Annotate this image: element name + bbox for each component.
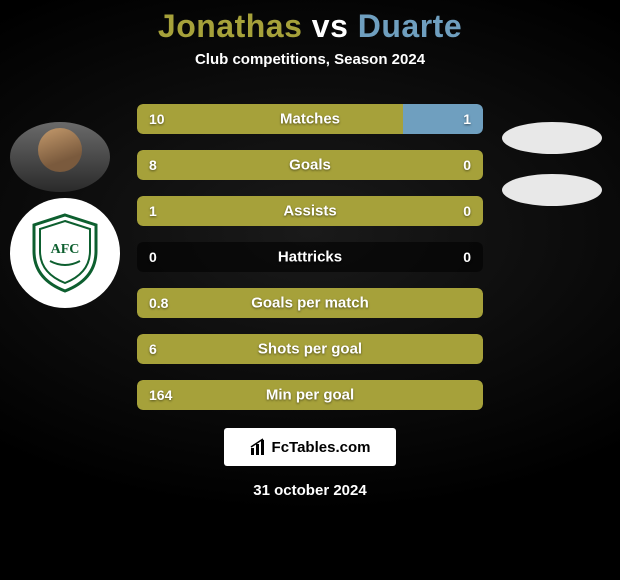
stat-label: Hattricks xyxy=(278,249,342,266)
stat-label: Goals xyxy=(289,157,331,174)
stat-row: 10 1 Matches xyxy=(137,104,483,134)
source-logo-text: FcTables.com xyxy=(272,439,371,456)
stat-label: Goals per match xyxy=(251,295,369,312)
stat-row: 6 Shots per goal xyxy=(137,334,483,364)
title-player-b: Duarte xyxy=(358,8,462,44)
stat-label: Shots per goal xyxy=(258,341,362,358)
stat-value-a: 0.8 xyxy=(149,295,168,311)
stat-value-a: 0 xyxy=(149,249,157,265)
stats-bars: 101Matches80Goals10Assists00Hattricks0.8… xyxy=(137,104,483,410)
stat-row: 0.8 Goals per match xyxy=(137,288,483,318)
stat-label: Assists xyxy=(283,203,336,220)
stat-bar-a xyxy=(137,104,403,134)
title-vs: vs xyxy=(312,8,349,44)
player-a-club-badge: AFC xyxy=(10,198,120,308)
source-logo: FcTables.com xyxy=(224,428,396,466)
stat-value-a: 8 xyxy=(149,157,157,173)
stat-value-b: 0 xyxy=(463,157,471,173)
stat-value-a: 1 xyxy=(149,203,157,219)
stat-value-a: 164 xyxy=(149,387,172,403)
title-player-a: Jonathas xyxy=(158,8,302,44)
stat-value-a: 10 xyxy=(149,111,165,127)
stat-row: 1 0 Assists xyxy=(137,196,483,226)
chart-icon xyxy=(250,438,268,456)
date-text: 31 october 2024 xyxy=(0,482,620,499)
stat-value-a: 6 xyxy=(149,341,157,357)
stat-value-b: 0 xyxy=(463,249,471,265)
svg-text:AFC: AFC xyxy=(51,242,80,257)
stat-label: Matches xyxy=(280,111,340,128)
stat-row: 164 Min per goal xyxy=(137,380,483,410)
stat-row: 8 0 Goals xyxy=(137,150,483,180)
stat-label: Min per goal xyxy=(266,387,354,404)
player-b-photo xyxy=(502,122,602,154)
subtitle: Club competitions, Season 2024 xyxy=(0,51,620,68)
page-title: Jonathas vs Duarte xyxy=(0,8,620,45)
stat-row: 0 0 Hattricks xyxy=(137,242,483,272)
player-a-photo xyxy=(10,122,110,192)
stat-value-b: 1 xyxy=(463,111,471,127)
player-b-club-badge xyxy=(502,174,602,206)
shield-icon: AFC xyxy=(30,213,100,293)
stat-value-b: 0 xyxy=(463,203,471,219)
